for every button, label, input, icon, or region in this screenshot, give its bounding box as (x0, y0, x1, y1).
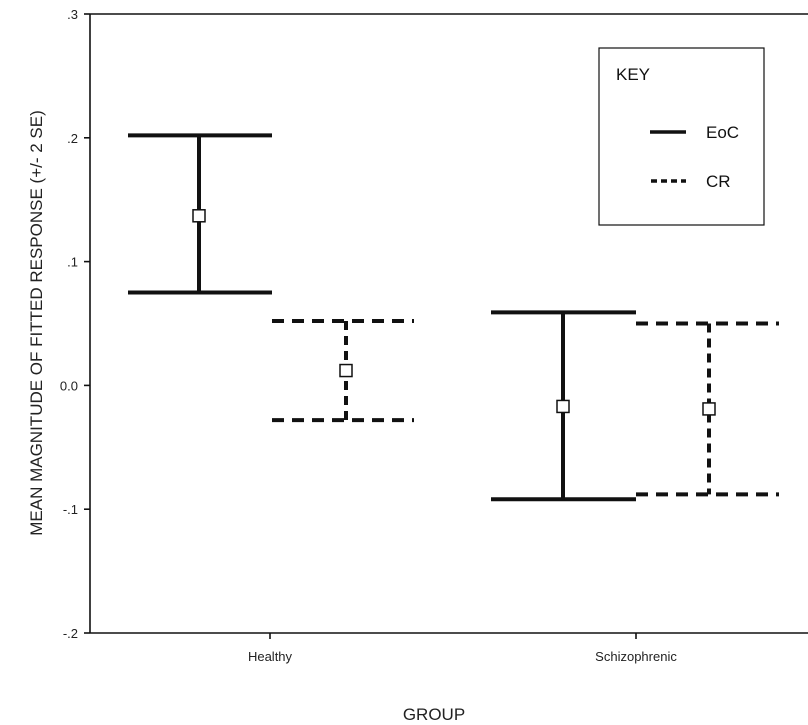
x-axis-title: GROUP (403, 705, 465, 724)
error-bar-cr-schizophrenic (636, 321, 779, 497)
mean-marker (192, 209, 206, 223)
legend: KEY EoC CR (598, 47, 765, 226)
mean-marker (339, 363, 353, 378)
legend-box (598, 47, 765, 226)
y-tick-label: -.2 (63, 626, 78, 641)
x-tick-label: Healthy (248, 649, 293, 664)
legend-label-eoc: EoC (706, 123, 739, 142)
y-tick-label: .2 (67, 131, 78, 146)
y-tick-label: .3 (67, 7, 78, 22)
error-bar-eoc-schizophrenic (491, 310, 636, 502)
y-tick-label: 0.0 (60, 378, 78, 393)
x-tick-label: Schizophrenic (595, 649, 677, 664)
y-tick-label: .1 (67, 255, 78, 270)
plot-frame (89, 13, 808, 634)
error-bar-eoc-healthy (128, 133, 272, 295)
series-layer (128, 133, 779, 502)
mean-marker (702, 402, 716, 416)
mean-marker (556, 399, 570, 414)
y-axis-title: MEAN MAGNITUDE OF FITTED RESPONSE (+/- 2… (27, 110, 46, 536)
legend-label-cr: CR (706, 172, 731, 191)
x-axis-ticks: Healthy Schizophrenic (248, 633, 677, 664)
y-tick-label: -.1 (63, 502, 78, 517)
y-axis-ticks: .3 .2 .1 0.0 -.1 -.2 (60, 7, 90, 641)
error-bar-cr-healthy (272, 319, 414, 423)
legend-title: KEY (616, 65, 650, 84)
